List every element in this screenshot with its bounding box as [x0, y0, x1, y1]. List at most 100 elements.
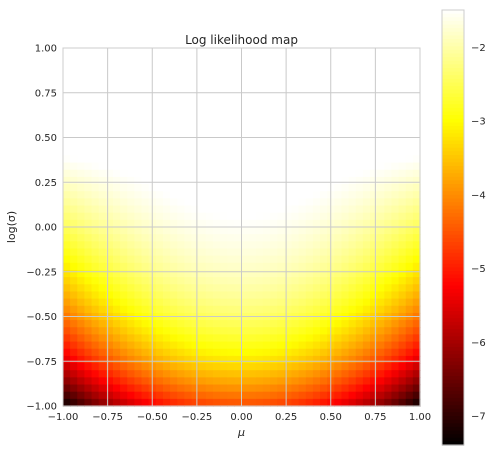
heatmap-cell	[334, 62, 343, 71]
heatmap-cell	[191, 398, 200, 407]
heatmap-cell	[312, 262, 321, 271]
heatmap-cell	[377, 248, 385, 257]
heatmap-cell	[162, 305, 171, 314]
heatmap-cell	[377, 341, 385, 350]
heatmap-cell	[312, 370, 321, 378]
heatmap-cell	[277, 241, 285, 250]
heatmap-cell	[298, 391, 307, 400]
heatmap-cell	[412, 291, 421, 300]
heatmap-cell	[63, 169, 71, 178]
heatmap-cell	[341, 83, 350, 92]
heatmap-cell	[305, 62, 314, 71]
heatmap-cell	[234, 255, 243, 264]
heatmap-cell	[341, 227, 350, 235]
heatmap-cell	[141, 255, 150, 264]
heatmap-cell	[127, 112, 135, 121]
heatmap-cell	[277, 291, 285, 300]
heatmap-cell	[241, 348, 250, 357]
heatmap-cell	[77, 227, 86, 235]
heatmap-cell	[391, 98, 400, 106]
heatmap-cell	[405, 48, 414, 56]
heatmap-cell	[162, 212, 171, 221]
heatmap-cell	[384, 205, 393, 214]
x-tick-label: −0.50	[137, 412, 168, 423]
heatmap-cell	[348, 234, 357, 242]
heatmap-cell	[341, 98, 350, 106]
heatmap-cell	[98, 90, 107, 99]
heatmap-cell	[170, 398, 178, 407]
heatmap-cell	[198, 191, 207, 199]
colorbar-segment	[442, 64, 464, 69]
heatmap-cell	[84, 105, 93, 114]
heatmap-cell	[134, 398, 143, 407]
heatmap-cell	[98, 334, 107, 343]
heatmap-cell	[377, 284, 385, 293]
heatmap-cell	[98, 212, 107, 221]
heatmap-cell	[291, 212, 300, 221]
heatmap-cell	[355, 398, 364, 407]
heatmap-cell	[134, 191, 143, 199]
heatmap-cell	[105, 126, 114, 135]
heatmap-cell	[312, 277, 321, 285]
heatmap-cell	[205, 105, 214, 114]
heatmap-cell	[412, 155, 421, 164]
heatmap-cell	[220, 370, 228, 378]
heatmap-cell	[312, 55, 321, 63]
heatmap-cell	[277, 76, 285, 85]
heatmap-cell	[248, 384, 257, 393]
heatmap-cell	[127, 327, 135, 335]
heatmap-cell	[127, 148, 135, 156]
heatmap-cell	[162, 198, 171, 207]
heatmap-cell	[348, 198, 357, 207]
heatmap-cell	[227, 298, 235, 307]
heatmap-cell	[241, 212, 250, 221]
heatmap-cell	[63, 327, 71, 335]
heatmap-cell	[205, 55, 214, 63]
y-tick-label: 0.00	[35, 223, 57, 234]
heatmap-cell	[212, 277, 221, 285]
heatmap-cell	[320, 355, 328, 364]
heatmap-cell	[277, 327, 285, 335]
heatmap-cell	[412, 205, 421, 214]
heatmap-cell	[305, 327, 314, 335]
heatmap-cell	[98, 320, 107, 328]
colorbar-segment	[442, 332, 464, 337]
heatmap-cell	[255, 83, 264, 92]
colorbar-segment	[442, 314, 464, 319]
heatmap-cell	[127, 355, 135, 364]
heatmap-cell	[141, 391, 150, 400]
heatmap-cell	[112, 327, 121, 335]
heatmap-cell	[348, 248, 357, 257]
heatmap-cell	[212, 348, 221, 357]
heatmap-cell	[248, 162, 257, 171]
heatmap-cell	[98, 291, 107, 300]
colorbar-segment	[442, 231, 464, 236]
heatmap-cell	[191, 119, 200, 128]
heatmap-cell	[227, 370, 235, 378]
heatmap-cell	[270, 241, 278, 250]
heatmap-cell	[70, 269, 78, 278]
heatmap-cell	[412, 269, 421, 278]
heatmap-cell	[112, 320, 121, 328]
heatmap-cell	[105, 141, 114, 149]
heatmap-cell	[98, 69, 107, 78]
heatmap-cell	[320, 98, 328, 106]
heatmap-cell	[291, 298, 300, 307]
heatmap-cell	[284, 363, 293, 371]
heatmap-cell	[141, 69, 150, 78]
heatmap-cell	[377, 384, 385, 393]
heatmap-cell	[170, 391, 178, 400]
heatmap-cell	[341, 55, 350, 63]
heatmap-cell	[191, 76, 200, 85]
heatmap-cell	[241, 377, 250, 386]
heatmap-cell	[177, 348, 185, 357]
heatmap-cell	[155, 398, 164, 407]
heatmap-cell	[212, 355, 221, 364]
heatmap-cell	[298, 384, 307, 393]
heatmap-cell	[84, 348, 93, 357]
heatmap-cell	[141, 248, 150, 257]
heatmap-cell	[234, 363, 243, 371]
heatmap-cell	[112, 363, 121, 371]
heatmap-cell	[98, 126, 107, 135]
heatmap-cell	[398, 384, 407, 393]
